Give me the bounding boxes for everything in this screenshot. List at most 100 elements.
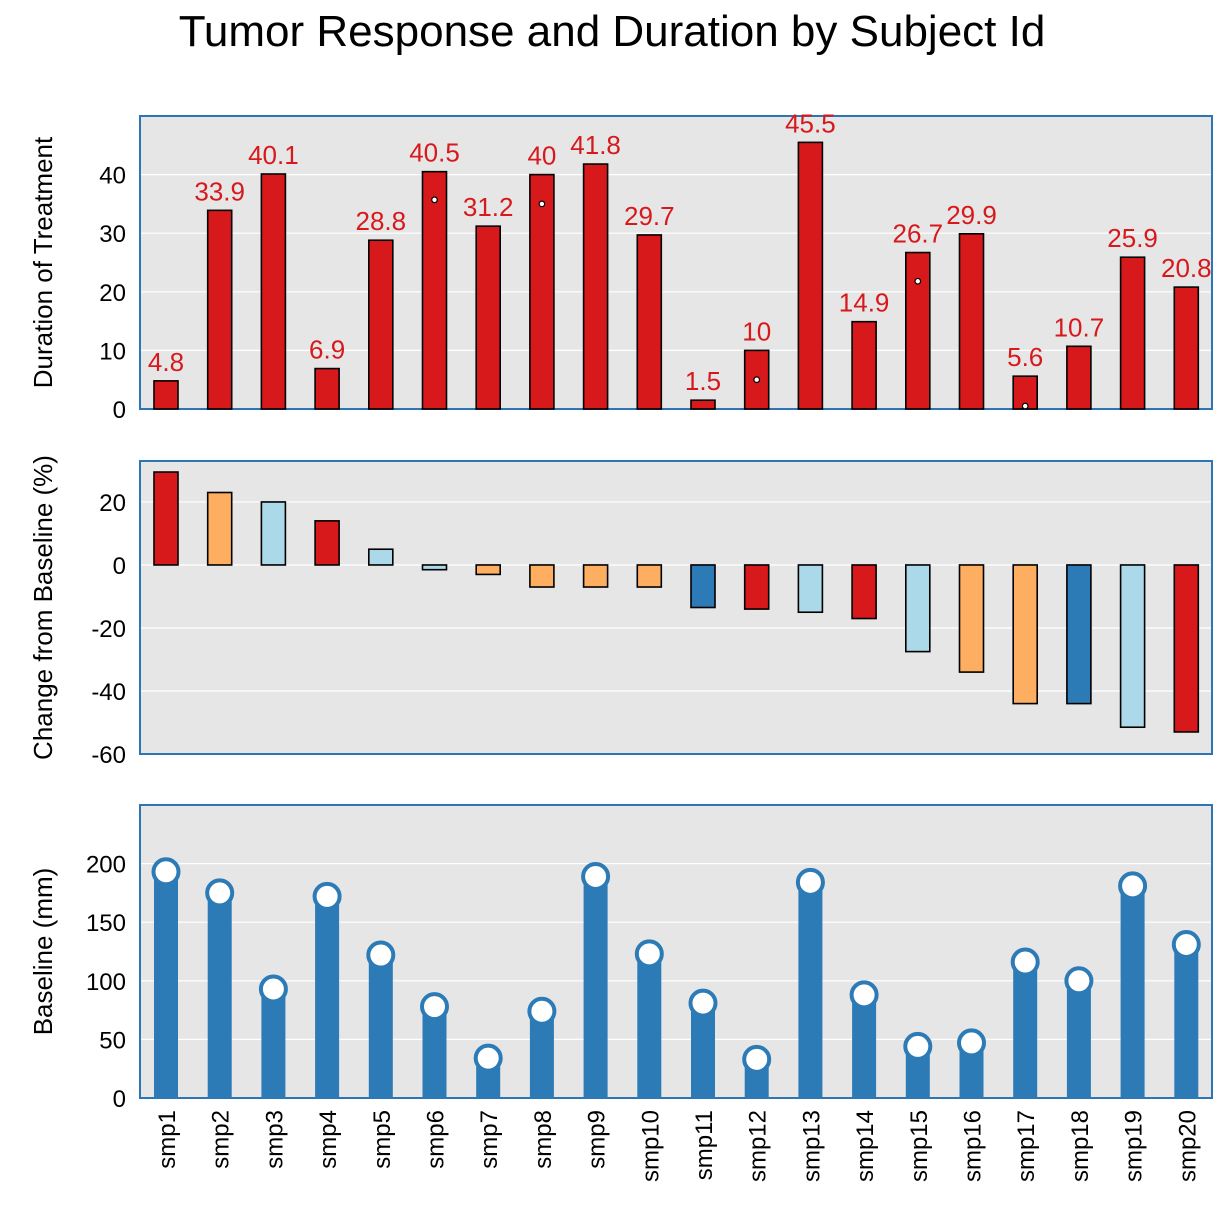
- point-smp5: [366, 940, 396, 970]
- stem-smp5: [368, 955, 393, 1098]
- y-tick-label: 200: [86, 852, 126, 879]
- bar-smp7: [475, 564, 502, 576]
- bar-smp14: [851, 320, 877, 410]
- stem-smp1: [154, 871, 178, 1098]
- panel-2: -60 -40 -20 0 20 Change from Baseline (%): [28, 455, 1213, 769]
- x-tick-label-smp18: smp18: [1067, 1110, 1094, 1182]
- bar-smp1: [153, 471, 179, 566]
- point-smp11: [688, 988, 718, 1018]
- point-smp19: [1118, 871, 1148, 901]
- point-smp12: [742, 1044, 772, 1074]
- bar-smp18: [1066, 345, 1092, 410]
- stem-smp14: [852, 994, 877, 1098]
- y-axis-label: Change from Baseline (%): [28, 455, 58, 760]
- bar-smp15: [904, 251, 931, 410]
- x-tick-label-smp16: smp16: [960, 1110, 987, 1182]
- stem-smp20: [1174, 944, 1199, 1098]
- bar-smp13: [797, 564, 824, 614]
- bar-smp12: [743, 564, 770, 610]
- y-tick-label: 20: [99, 280, 126, 307]
- x-tick-label-smp20: smp20: [1174, 1110, 1201, 1182]
- marker-smp17: [1021, 402, 1029, 410]
- data-label-smp2: 33.9: [194, 176, 245, 206]
- bar-smp5: [367, 548, 394, 566]
- point-smp10: [634, 939, 664, 969]
- bar-smp4: [314, 367, 340, 410]
- stem-smp19: [1120, 885, 1145, 1098]
- marker-smp15: [914, 277, 922, 285]
- bar-smp20: [1173, 564, 1200, 733]
- point-smp20: [1171, 929, 1201, 959]
- data-label-smp14: 14.9: [839, 288, 890, 318]
- stem-smp18: [1066, 980, 1091, 1098]
- point-smp18: [1064, 966, 1094, 996]
- x-tick-label-smp5: smp5: [369, 1110, 396, 1169]
- bar-smp3: [260, 501, 287, 566]
- stem-smp10: [637, 953, 662, 1098]
- bar-smp10: [636, 234, 663, 410]
- bar-smp9: [582, 564, 609, 588]
- x-tick-label-smp11: smp11: [691, 1110, 718, 1180]
- stem-smp3: [261, 989, 286, 1098]
- data-label-smp5: 28.8: [355, 206, 406, 236]
- bar-smp17: [1012, 564, 1039, 705]
- bar-smp19: [1119, 256, 1146, 410]
- panel-background: [139, 804, 1213, 1099]
- data-label-smp6: 40.5: [409, 138, 460, 168]
- bar-smp14: [851, 564, 877, 620]
- bar-smp6: [421, 564, 448, 571]
- stem-smp6: [422, 1006, 447, 1098]
- y-tick-label: 100: [86, 969, 126, 996]
- x-tick-label-smp4: smp4: [315, 1110, 342, 1169]
- x-tick-label-smp15: smp15: [906, 1110, 933, 1182]
- marker-smp8: [538, 200, 546, 208]
- point-smp15: [903, 1031, 933, 1061]
- marker-smp12: [753, 376, 761, 384]
- panel-background: [139, 115, 1213, 410]
- x-tick-label-smp13: smp13: [798, 1110, 825, 1182]
- data-label-smp4: 6.9: [309, 335, 345, 365]
- bar-smp18: [1066, 564, 1092, 705]
- y-tick-label: 50: [99, 1027, 126, 1054]
- point-smp9: [581, 861, 611, 891]
- y-tick-label: 0: [113, 553, 126, 580]
- x-tick-label-smp6: smp6: [423, 1110, 450, 1169]
- point-smp17: [1010, 947, 1040, 977]
- y-axis-label: Baseline (mm): [28, 868, 58, 1036]
- data-label-smp10: 29.7: [624, 201, 675, 231]
- bar-smp16: [958, 564, 985, 673]
- panel-background: [139, 460, 1213, 755]
- x-tick-label-smp8: smp8: [530, 1110, 557, 1169]
- bar-smp7: [475, 225, 502, 410]
- bar-smp13: [797, 141, 824, 410]
- data-label-smp19: 25.9: [1107, 223, 1158, 253]
- stem-smp2: [207, 892, 232, 1098]
- data-label-smp1: 4.8: [148, 347, 184, 377]
- stem-smp9: [583, 876, 608, 1098]
- x-tick-label-smp17: smp17: [1013, 1110, 1040, 1182]
- bar-smp8: [529, 564, 555, 588]
- data-label-smp13: 45.5: [785, 108, 836, 138]
- y-tick-label: -40: [91, 679, 126, 706]
- point-smp8: [527, 996, 557, 1026]
- stem-smp17: [1013, 962, 1038, 1098]
- y-tick-label: 0: [113, 397, 126, 424]
- bar-smp2: [206, 491, 233, 566]
- bar-smp6: [421, 170, 448, 410]
- data-label-smp7: 31.2: [463, 192, 514, 222]
- point-smp2: [205, 878, 235, 908]
- stem-smp4: [315, 896, 340, 1098]
- data-label-smp9: 41.8: [570, 130, 621, 160]
- point-smp16: [957, 1028, 986, 1058]
- panel-3: 0 50 100 150 200 Baseline (mm): [28, 804, 1213, 1113]
- data-label-smp20: 20.8: [1161, 253, 1212, 283]
- data-label-smp12: 10: [742, 316, 771, 346]
- data-label-smp15: 26.7: [892, 219, 943, 249]
- bar-smp8: [529, 173, 555, 410]
- bar-smp19: [1119, 564, 1146, 729]
- point-smp13: [795, 867, 825, 897]
- point-smp14: [849, 980, 879, 1010]
- bar-smp20: [1173, 286, 1200, 410]
